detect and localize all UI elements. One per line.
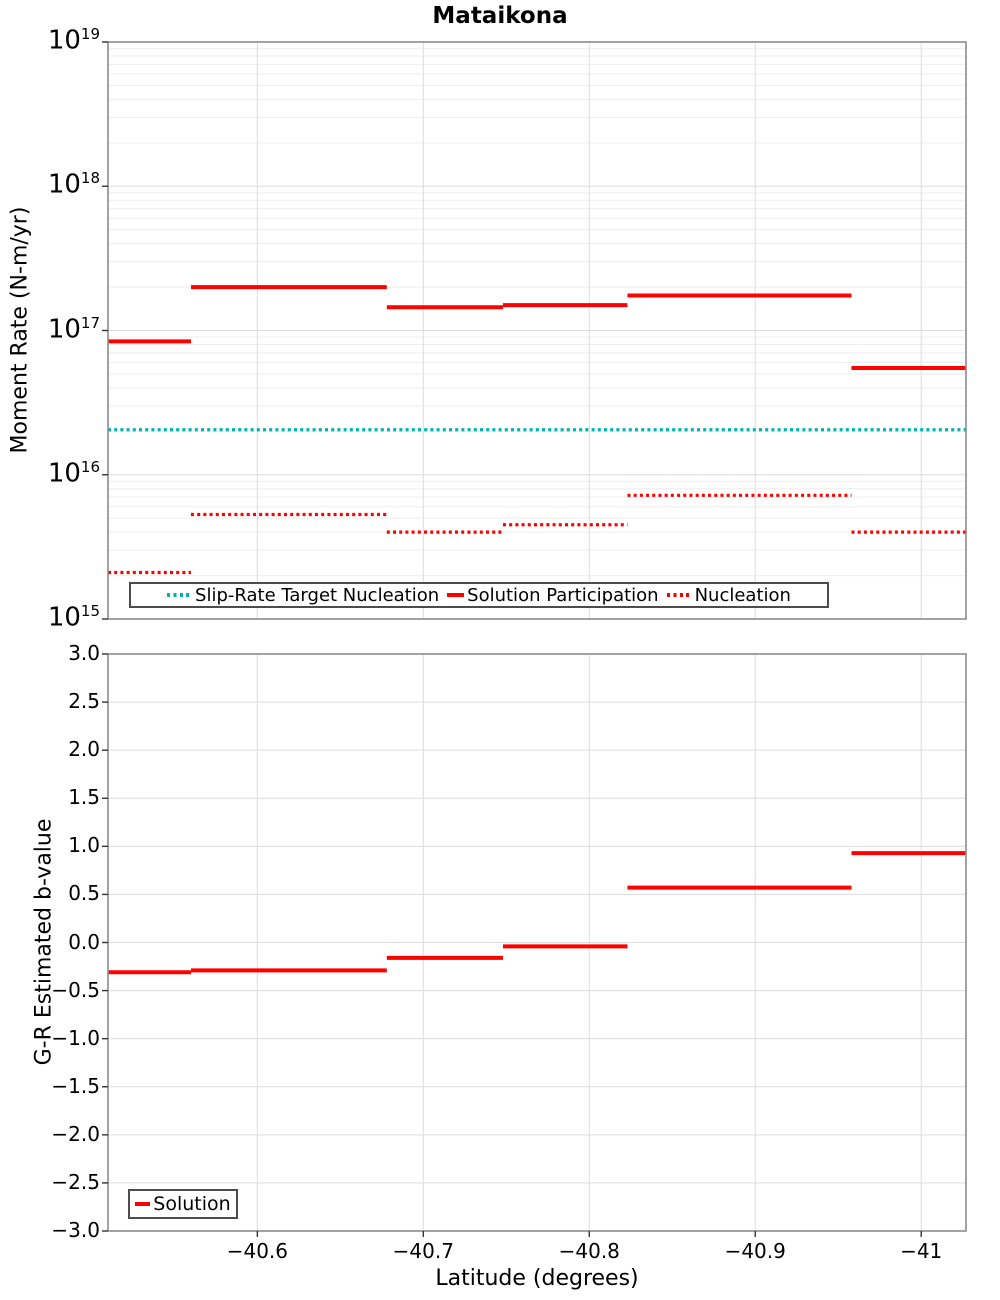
y-tick-label: 0.5 (68, 881, 100, 906)
y-tick-label: −2.0 (51, 1121, 100, 1146)
y-tick-label: 1018 (47, 169, 100, 200)
legend-b-value: Solution (128, 1189, 238, 1219)
target-line-marker-icon (167, 593, 193, 597)
legend-item-nucleation: Nucleation (666, 584, 791, 606)
y-tick-label: −1.0 (51, 1025, 100, 1050)
x-tick-label: −41 (900, 1239, 943, 1263)
legend-label-solution-participation: Solution Participation (467, 584, 659, 606)
legend-label-nucleation: Nucleation (694, 584, 791, 606)
y-tick-label: 1017 (47, 313, 100, 345)
y-tick-label: 2.5 (68, 689, 100, 714)
x-axis-label: Latitude (degrees) (435, 1266, 639, 1291)
solution-line-marker-icon (447, 592, 465, 598)
y-tick-label: 1016 (47, 457, 100, 489)
nucleation-line-marker-icon (666, 593, 692, 597)
y-tick-label: −1.5 (51, 1073, 100, 1098)
y-tick-label: 1.0 (68, 833, 100, 858)
y-tick-label: 2.0 (68, 737, 100, 762)
x-tick-label: −40.9 (724, 1239, 786, 1263)
y-tick-label: 0.0 (68, 929, 100, 954)
legend-label-solution: Solution (153, 1193, 231, 1215)
legend-moment-rate: Slip-Rate Target Nucleation Solution Par… (129, 582, 829, 608)
legend-item-slip-rate-target: Slip-Rate Target Nucleation (167, 585, 439, 606)
y-tick-label: −2.5 (51, 1169, 100, 1194)
solution-line-marker-icon (135, 1201, 151, 1207)
y-tick-label: 1.5 (68, 785, 100, 810)
y-tick-label: 1019 (47, 25, 100, 56)
y-tick-label: 3.0 (68, 641, 100, 665)
y-tick-label: 1015 (47, 602, 100, 633)
y-tick-label: −0.5 (51, 977, 100, 1002)
legend-item-solution-participation: Solution Participation (447, 584, 659, 606)
x-tick-label: −40.8 (558, 1239, 620, 1263)
chart-title: Mataikona (432, 3, 568, 29)
x-tick-label: −40.6 (226, 1239, 289, 1263)
legend-item-solution: Solution (135, 1193, 231, 1215)
legend-label-slip-rate-target: Slip-Rate Target Nucleation (195, 584, 440, 606)
y-tick-label: −3.0 (51, 1218, 100, 1242)
x-tick-label: −40.7 (392, 1239, 454, 1263)
